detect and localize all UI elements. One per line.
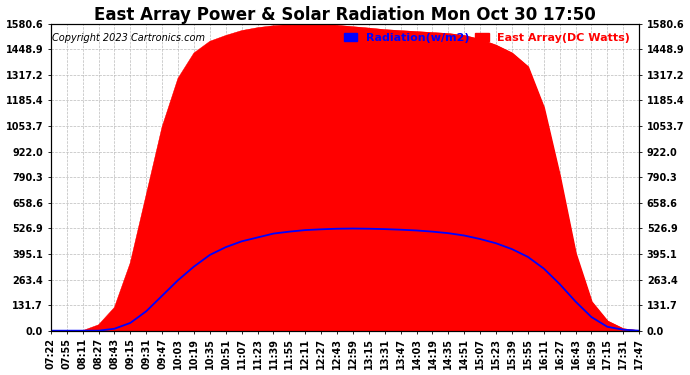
Title: East Array Power & Solar Radiation Mon Oct 30 17:50: East Array Power & Solar Radiation Mon O… — [94, 6, 596, 24]
Legend: Radiation(w/m2), East Array(DC Watts): Radiation(w/m2), East Array(DC Watts) — [341, 29, 633, 46]
Text: Copyright 2023 Cartronics.com: Copyright 2023 Cartronics.com — [52, 33, 205, 43]
